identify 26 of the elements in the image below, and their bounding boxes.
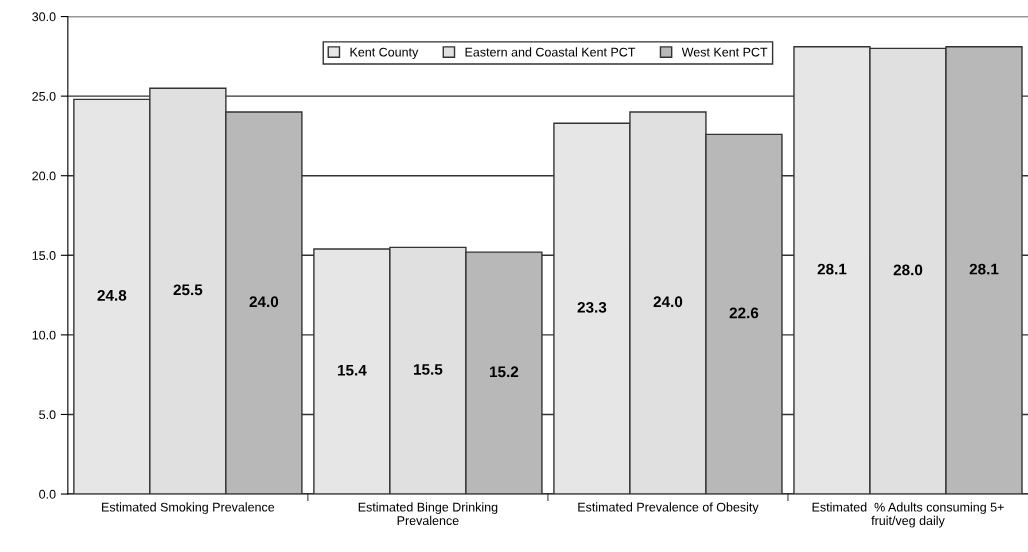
legend-label: Kent County [350, 47, 419, 59]
y-tick-label: 25.0 [32, 91, 56, 101]
data-label: 24.0 [249, 296, 279, 308]
legend-label: Eastern and Coastal Kent PCT [465, 47, 636, 57]
data-label: 24.8 [97, 289, 127, 301]
data-label: 15.5 [414, 364, 443, 375]
y-tick-label: 10.0 [32, 330, 56, 340]
legend-label: West Kent PCT [681, 47, 768, 57]
data-label: 28.0 [893, 264, 923, 276]
data-label: 15.2 [490, 366, 519, 378]
y-tick-label: 20.0 [32, 171, 56, 181]
data-label: 28.1 [817, 263, 847, 275]
y-tick-label: 5.0 [39, 410, 56, 420]
x-tick-label: Estimated Smoking Prevalence [102, 502, 275, 515]
data-label: 23.3 [577, 301, 607, 313]
x-tick-label: Estimated % Adults consuming 5+ fruit/veg daily [812, 502, 1004, 528]
data-label: 28.1 [969, 263, 999, 275]
data-label: 15.4 [337, 364, 367, 376]
y-tick-label: 30.0 [32, 12, 56, 22]
x-tick-label: Estimated Binge Drinking Prevalence [358, 502, 498, 526]
data-label: 22.6 [729, 307, 759, 319]
data-label: 24.0 [653, 296, 683, 308]
data-label: 25.5 [173, 284, 203, 296]
y-tick-label: 15.0 [32, 251, 56, 260]
x-tick-label: Estimated Prevalence of Obesity [578, 502, 759, 515]
y-tick-label: 0.0 [39, 489, 56, 499]
